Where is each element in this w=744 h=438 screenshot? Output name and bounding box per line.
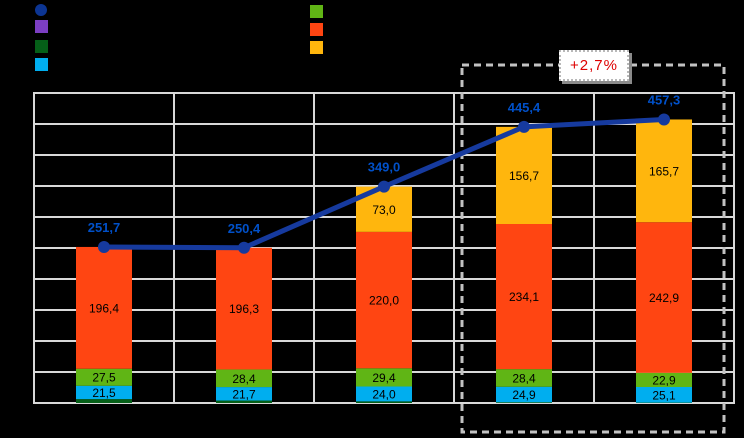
legend-swatch-green-series xyxy=(310,5,323,18)
total-marker-5 xyxy=(658,113,670,126)
legend-swatch-orange-series xyxy=(310,23,323,36)
total-marker-2 xyxy=(238,241,250,254)
bar-1-green-segment xyxy=(76,368,132,386)
bar-3-dark-green-remainder xyxy=(356,401,412,403)
bar-2-green-segment-label: 28,4 xyxy=(232,372,256,386)
bar-3-orange-segment xyxy=(356,231,412,369)
bar-4-dark-green-remainder xyxy=(496,402,552,403)
legend-swatch-cyan-series xyxy=(35,58,48,71)
total-label-5: 457,3 xyxy=(648,92,681,107)
bar-5-green-segment xyxy=(636,372,692,388)
bar-4-cyan-segment xyxy=(496,386,552,403)
bar-4-orange-segment-label: 234,1 xyxy=(509,290,539,304)
total-marker-3 xyxy=(378,180,390,193)
bar-2-green-segment xyxy=(216,369,272,388)
total-label-2: 250,4 xyxy=(228,221,261,236)
bar-5-yellow-segment-label: 165,7 xyxy=(649,164,679,178)
bar-4-green-segment xyxy=(496,369,552,387)
bar-4-orange-segment xyxy=(496,224,552,370)
total-label-3: 349,0 xyxy=(368,160,401,175)
bar-2-orange-segment xyxy=(216,247,272,370)
legend-swatch-total-line-marker xyxy=(35,4,47,16)
bar-4-cyan-segment-label: 24,9 xyxy=(512,388,536,402)
bar-3-cyan-segment xyxy=(356,386,412,402)
bar-5-cyan-segment-label: 25,1 xyxy=(652,388,676,402)
total-marker-4 xyxy=(518,120,530,133)
bar-3-cyan-segment-label: 24,0 xyxy=(372,387,396,401)
bar-4-yellow-segment-label: 156,7 xyxy=(509,169,539,183)
bar-3-green-segment-label: 29,4 xyxy=(372,371,396,385)
bar-3-yellow-segment-label: 73,0 xyxy=(372,203,396,217)
total-marker-1 xyxy=(98,240,110,253)
total-label-4: 445,4 xyxy=(508,100,541,115)
bar-1-dark-green-remainder xyxy=(76,399,132,403)
total-label-1: 251,7 xyxy=(88,220,121,235)
bar-3-orange-segment-label: 220,0 xyxy=(369,294,399,308)
bar-5-orange-segment xyxy=(636,222,692,373)
bar-2-cyan-segment xyxy=(216,387,272,401)
bar-1-cyan-segment-label: 21,5 xyxy=(92,386,116,400)
legend-swatch-yellow-series xyxy=(310,41,323,54)
bar-5-cyan-segment xyxy=(636,387,692,403)
bar-4-green-segment-label: 28,4 xyxy=(512,371,536,385)
bar-5-orange-segment-label: 242,9 xyxy=(649,291,679,305)
bar-1-green-segment-label: 27,5 xyxy=(92,371,116,385)
forecast-dashed-box xyxy=(460,63,726,434)
bar-3-green-segment xyxy=(356,368,412,387)
bar-2-orange-segment-label: 196,3 xyxy=(229,302,259,316)
bar-4-yellow-segment xyxy=(496,126,552,225)
growth-callout-label: +2,7% xyxy=(570,57,618,74)
growth-callout: +2,7% xyxy=(559,50,629,81)
bar-1-orange-segment-label: 196,4 xyxy=(89,301,119,315)
bar-2-cyan-segment-label: 21,7 xyxy=(232,387,256,401)
bar-1-cyan-segment xyxy=(76,385,132,400)
bar-5-green-segment-label: 22,9 xyxy=(652,373,676,387)
legend-swatch-dark-green-series xyxy=(35,40,48,53)
bar-2-dark-green-remainder xyxy=(216,400,272,403)
legend-swatch-purple-series xyxy=(35,20,48,33)
bar-1-orange-segment xyxy=(76,246,132,369)
bar-5-yellow-segment xyxy=(636,119,692,223)
